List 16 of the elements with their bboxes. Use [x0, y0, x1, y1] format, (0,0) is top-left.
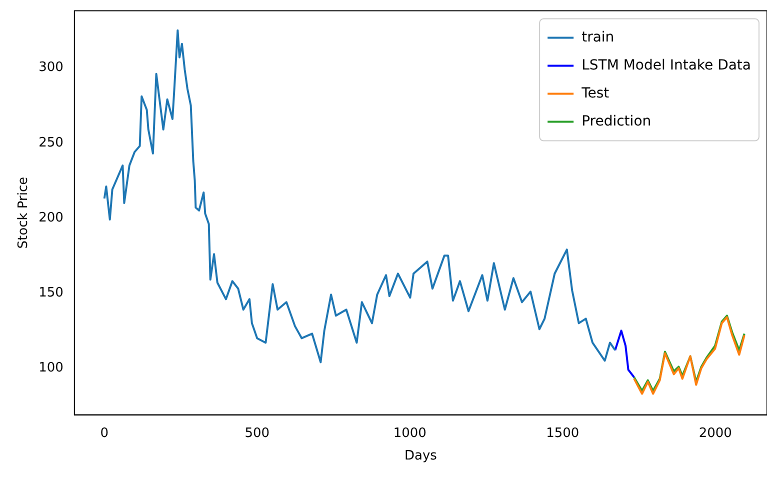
y-tick-label: 150	[38, 286, 64, 301]
x-tick-label: 1500	[546, 426, 580, 441]
legend-label: Test	[580, 85, 610, 102]
legend-label: Prediction	[582, 113, 652, 130]
x-tick-label: 0	[100, 426, 108, 441]
y-tick-label: 300	[38, 60, 64, 76]
y-axis-title: Stock Price	[16, 176, 32, 249]
x-axis-title: Days	[404, 448, 438, 464]
x-tick-label: 500	[244, 426, 270, 441]
y-tick-label: 200	[38, 210, 64, 226]
y-tick-label: 250	[38, 135, 64, 150]
legend-label: train	[582, 29, 614, 46]
y-tick-label: 100	[38, 360, 64, 376]
x-tick-label: 2000	[698, 426, 732, 441]
x-tick-label: 1000	[393, 426, 426, 441]
legend-label: LSTM Model Intake Data	[582, 57, 751, 74]
